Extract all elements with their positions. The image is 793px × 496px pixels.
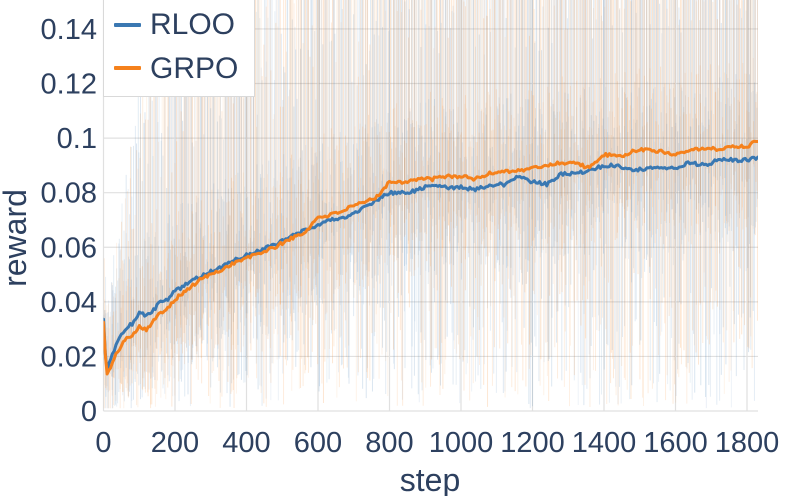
x-tick-label: 200 xyxy=(151,427,199,459)
series-layer xyxy=(103,139,758,376)
x-tick-label: 1000 xyxy=(429,427,494,459)
rloo-line-swatch xyxy=(114,22,141,27)
y-tick-label: 0.06 xyxy=(41,232,97,264)
y-tick-label: 0.14 xyxy=(41,14,97,46)
y-tick-label: 0.02 xyxy=(41,341,97,373)
grpo-line xyxy=(103,139,758,376)
x-tick-label: 1600 xyxy=(643,427,708,459)
y-tick-label: 0.1 xyxy=(57,123,97,155)
y-tick-label: 0.12 xyxy=(41,69,97,101)
y-tick-labels: 0 0.02 0.04 0.06 0.08 0.1 0.12 0.14 xyxy=(41,14,97,428)
legend-label-rloo: RLOO xyxy=(150,8,236,41)
x-tick-label: 0 xyxy=(95,427,111,459)
x-tick-label: 1200 xyxy=(500,427,565,459)
y-tick-label: 0.08 xyxy=(41,178,97,210)
x-axis-title: step xyxy=(400,462,460,496)
legend-item-rloo: RLOO xyxy=(114,9,238,41)
x-tick-label: 600 xyxy=(294,427,342,459)
y-tick-label: 0 xyxy=(81,396,97,428)
x-tick-label: 1400 xyxy=(572,427,637,459)
y-axis-title: reward xyxy=(0,189,33,287)
legend-label-grpo: GRPO xyxy=(150,51,239,85)
y-tick-label: 0.04 xyxy=(41,287,97,319)
x-tick-label: 800 xyxy=(365,427,413,459)
x-tick-label: 1800 xyxy=(715,427,780,459)
x-tick-label: 400 xyxy=(222,427,270,459)
legend-item-grpo: GRPO xyxy=(114,51,239,85)
x-tick-labels: 0 200 400 600 800 1000 1200 1400 1600 1800 xyxy=(95,427,779,459)
grpo-line-swatch xyxy=(114,66,141,71)
legend: RLOO GRPO xyxy=(103,0,256,97)
